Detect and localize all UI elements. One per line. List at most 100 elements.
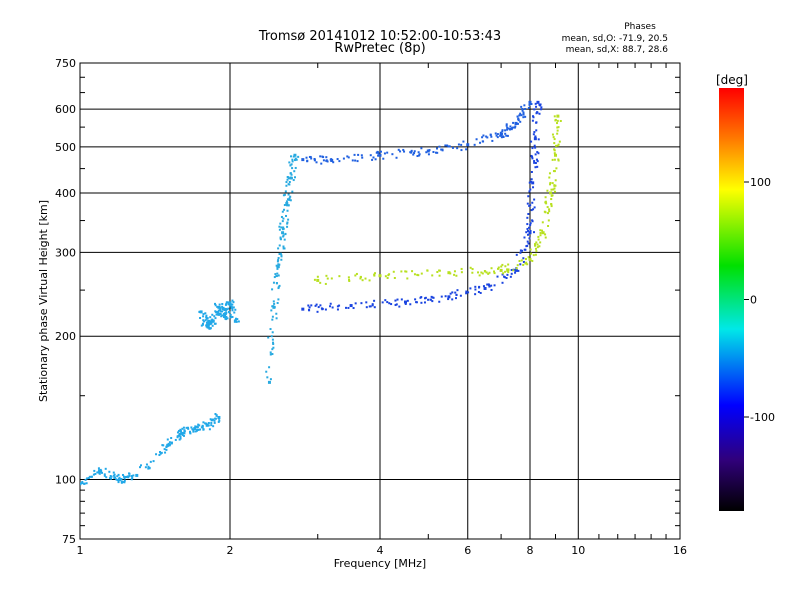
- trace-dot: [548, 176, 551, 179]
- trace-dot: [282, 234, 285, 237]
- trace-dot: [521, 107, 524, 110]
- trace-dot: [97, 467, 100, 470]
- trace-dot: [128, 474, 131, 477]
- trace-dot: [539, 234, 542, 237]
- trace-dot: [118, 476, 121, 479]
- trace-dot: [176, 431, 179, 434]
- data-point: [541, 231, 545, 235]
- trace-dot: [488, 285, 491, 288]
- trace-dot: [365, 306, 368, 309]
- trace-dot: [347, 306, 350, 309]
- trace-dot: [535, 112, 538, 115]
- trace-dot: [539, 229, 542, 232]
- trace-dot: [438, 269, 441, 272]
- trace-dot: [535, 105, 538, 108]
- trace-dot: [234, 317, 237, 320]
- trace-dot: [356, 160, 359, 163]
- data-point: [483, 286, 487, 290]
- trace-dot: [271, 331, 274, 334]
- data-point: [193, 426, 197, 430]
- trace-dot: [496, 133, 499, 136]
- trace-dot: [219, 312, 222, 315]
- trace-dot: [98, 472, 101, 475]
- trace-dot: [499, 134, 502, 137]
- y-tick-label: 400: [55, 187, 76, 200]
- trace-dot: [504, 129, 507, 132]
- trace-dot: [223, 315, 226, 318]
- trace-dot: [265, 370, 268, 373]
- trace-dot: [396, 298, 399, 301]
- trace-dot: [231, 303, 234, 306]
- trace-dot: [169, 443, 172, 446]
- trace-dot: [373, 274, 376, 277]
- trace-dot: [325, 156, 328, 159]
- trace-dot: [105, 476, 108, 479]
- trace-dot: [195, 429, 198, 432]
- trace-dot: [176, 436, 179, 439]
- trace-dot: [185, 426, 188, 429]
- trace-dot: [447, 298, 450, 301]
- trace-dot: [507, 263, 510, 266]
- trace-dot: [218, 417, 221, 420]
- trace-dot: [478, 274, 481, 277]
- trace-dot: [286, 225, 289, 228]
- trace-dot: [526, 244, 529, 247]
- trace-dot: [116, 475, 119, 478]
- trace-dot: [514, 271, 517, 274]
- trace-dot: [352, 307, 355, 310]
- trace-dot: [546, 189, 549, 192]
- trace-dot: [554, 179, 557, 182]
- trace-dot: [479, 291, 482, 294]
- trace-dot: [553, 148, 556, 151]
- trace-dot: [165, 448, 168, 451]
- trace-dot: [225, 315, 228, 318]
- trace-dot: [279, 238, 282, 241]
- trace-dot: [520, 105, 523, 108]
- trace-dot: [278, 263, 281, 266]
- trace-dot: [553, 138, 556, 141]
- trace-dot: [268, 366, 271, 369]
- trace-dot: [469, 266, 472, 269]
- trace-dot: [218, 306, 221, 309]
- trace-dot: [460, 143, 463, 146]
- trace-dot: [539, 241, 542, 244]
- trace-dot: [486, 136, 489, 139]
- trace-dot: [179, 437, 182, 440]
- trace-dot: [496, 275, 499, 278]
- trace-dot: [286, 222, 289, 225]
- trace-dot: [527, 242, 530, 245]
- trace-dot: [548, 172, 551, 175]
- trace-dot: [326, 160, 329, 163]
- data-point: [301, 158, 305, 162]
- trace-dot: [201, 426, 204, 429]
- phase-stats-x: mean, sd,X: 88.7, 28.6: [566, 45, 669, 55]
- trace-dot: [536, 111, 539, 114]
- trace-dot: [316, 275, 319, 278]
- trace-dot: [519, 249, 522, 252]
- trace-dot: [214, 302, 217, 305]
- trace-dot: [372, 156, 375, 159]
- trace-dot: [287, 218, 290, 221]
- trace-dot: [550, 198, 553, 201]
- trace-dot: [555, 144, 558, 147]
- trace-dot: [546, 206, 549, 209]
- trace-dot: [451, 291, 454, 294]
- trace-dot: [94, 472, 97, 475]
- trace-dot: [206, 321, 209, 324]
- trace-dot: [167, 442, 170, 445]
- trace-dot: [359, 277, 362, 280]
- trace-dot: [181, 433, 184, 436]
- trace-dot: [531, 259, 534, 262]
- trace-dot: [526, 216, 529, 219]
- trace-dot: [404, 270, 407, 273]
- trace-dot: [371, 158, 374, 161]
- trace-dot: [108, 477, 111, 480]
- trace-dot: [177, 434, 180, 437]
- trace-dot: [280, 255, 283, 258]
- trace-dot: [214, 412, 217, 415]
- trace-dot: [502, 272, 505, 275]
- trace-dot: [208, 319, 211, 322]
- trace-dot: [272, 342, 275, 345]
- trace-dot: [214, 310, 217, 313]
- trace-dot: [456, 147, 459, 150]
